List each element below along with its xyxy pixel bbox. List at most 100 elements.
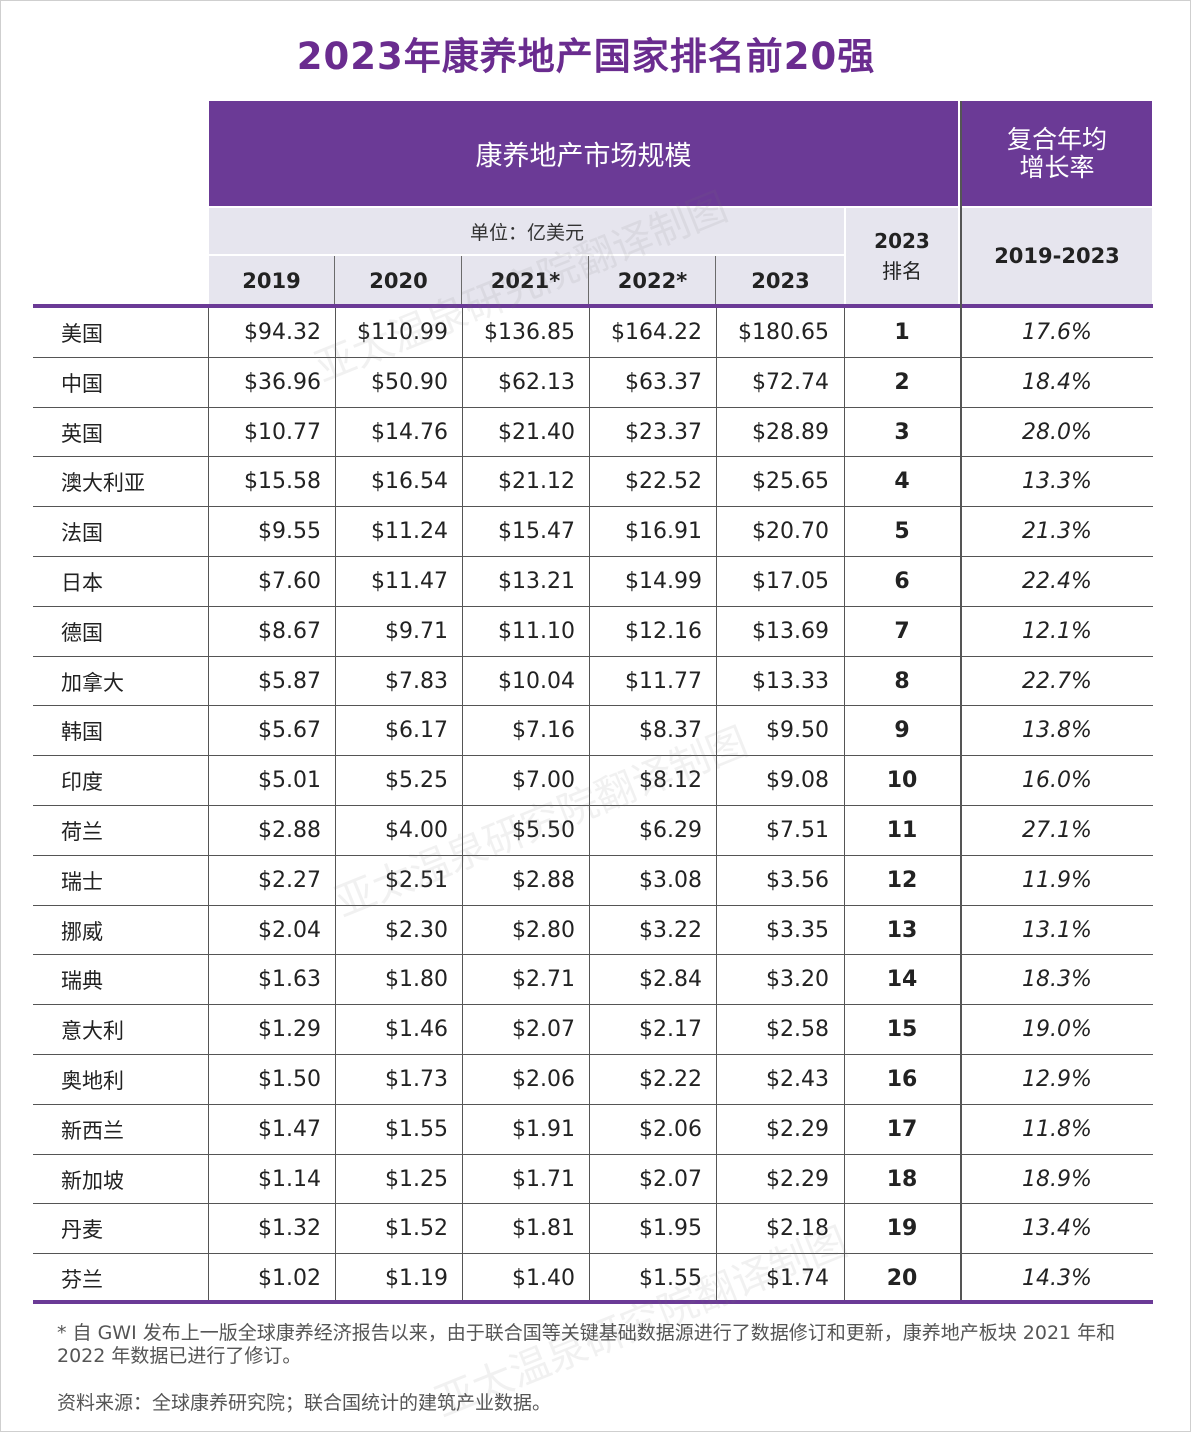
value-cell: $2.58 (766, 1017, 829, 1042)
country-name: 英国 (61, 421, 103, 446)
subheader-bg (209, 208, 958, 304)
value-cell: $3.35 (766, 918, 829, 943)
column-divider (462, 308, 463, 1300)
header-cagr: 复合年均增长率 (962, 101, 1152, 206)
value-cell: $2.29 (766, 1117, 829, 1142)
page-title: 2023年康养地产国家排名前20强 (296, 35, 876, 78)
table-row: 日本 $7.60 $11.47 $13.21 $14.99 $17.05 6 22.4% (33, 557, 1153, 606)
value-cell: $10.77 (244, 420, 321, 445)
year-header: 2019 (242, 269, 301, 293)
value-cell: $10.04 (498, 669, 575, 694)
row-divider (33, 1004, 1153, 1005)
value-cell: $72.74 (752, 370, 829, 395)
value-cell: $1.29 (258, 1017, 321, 1042)
rank-cell: 7 (894, 619, 910, 644)
subheader-divider (209, 254, 845, 256)
column-divider (844, 308, 845, 1300)
year-header: 2023 (751, 269, 810, 293)
value-cell: $11.24 (371, 519, 448, 544)
value-cell: $5.25 (385, 768, 448, 793)
cagr-cell: 12.1% (1022, 619, 1092, 644)
table-row: 澳大利亚 $15.58 $16.54 $21.12 $22.52 $25.65 4 13.3% (33, 457, 1153, 506)
value-cell: $1.95 (639, 1216, 702, 1241)
value-cell: $1.55 (639, 1266, 702, 1291)
value-cell: $2.06 (639, 1117, 702, 1142)
cagr-cell: 27.1% (1022, 818, 1092, 843)
value-cell: $22.52 (625, 469, 702, 494)
value-cell: $21.12 (498, 469, 575, 494)
cagr-cell: 11.9% (1022, 868, 1092, 893)
cagr-cell: 13.3% (1022, 469, 1092, 494)
value-cell: $16.54 (371, 469, 448, 494)
value-cell: $2.84 (639, 967, 702, 992)
value-cell: $9.71 (385, 619, 448, 644)
value-cell: $1.55 (385, 1117, 448, 1142)
value-cell: $1.80 (385, 967, 448, 992)
value-cell: $1.74 (766, 1266, 829, 1291)
value-cell: $2.22 (639, 1067, 702, 1092)
value-cell: $1.63 (258, 967, 321, 992)
value-cell: $13.69 (752, 619, 829, 644)
value-cell: $94.32 (244, 320, 321, 345)
cagr-cell: 13.4% (1022, 1216, 1092, 1241)
table-row: 新西兰 $1.47 $1.55 $1.91 $2.06 $2.29 17 11.8% (33, 1105, 1153, 1154)
country-name: 奥地利 (61, 1068, 124, 1093)
column-divider (208, 308, 209, 1300)
value-cell: $2.07 (639, 1167, 702, 1192)
value-cell: $1.02 (258, 1266, 321, 1291)
value-cell: $1.25 (385, 1167, 448, 1192)
rank-cell: 1 (894, 320, 910, 345)
value-cell: $2.80 (512, 918, 575, 943)
value-cell: $1.52 (385, 1216, 448, 1241)
value-cell: $2.88 (258, 818, 321, 843)
cagr-cell: 11.8% (1022, 1117, 1092, 1142)
table-row: 新加坡 $1.14 $1.25 $1.71 $2.07 $2.29 18 18.9% (33, 1155, 1153, 1204)
value-cell: $1.81 (512, 1216, 575, 1241)
country-name: 意大利 (61, 1018, 124, 1043)
country-name: 挪威 (61, 919, 103, 944)
row-divider (33, 556, 1153, 557)
value-cell: $3.56 (766, 868, 829, 893)
row-divider (33, 1154, 1153, 1155)
value-cell: $8.67 (258, 619, 321, 644)
value-cell: $164.22 (611, 320, 702, 345)
cagr-cell: 13.8% (1022, 718, 1092, 743)
row-divider (33, 506, 1153, 507)
row-divider (33, 755, 1153, 756)
value-cell: $180.65 (738, 320, 829, 345)
value-cell: $110.99 (357, 320, 448, 345)
value-cell: $2.18 (766, 1216, 829, 1241)
rank-cell: 2 (894, 370, 910, 395)
value-cell: $13.33 (752, 669, 829, 694)
row-divider (33, 705, 1153, 706)
country-name: 瑞士 (61, 869, 103, 894)
rank-cell: 8 (894, 669, 910, 694)
value-cell: $2.88 (512, 868, 575, 893)
country-name: 韩国 (61, 719, 103, 744)
row-divider (33, 606, 1153, 607)
cagr-cell: 28.0% (1022, 420, 1092, 445)
value-cell: $1.71 (512, 1167, 575, 1192)
table-row: 加拿大 $5.87 $7.83 $10.04 $11.77 $13.33 8 22.7% (33, 657, 1153, 706)
table-row: 瑞典 $1.63 $1.80 $2.71 $2.84 $3.20 14 18.3% (33, 955, 1153, 1004)
row-divider (33, 954, 1153, 955)
table-row: 中国 $36.96 $50.90 $62.13 $63.37 $72.74 2 18.4% (33, 358, 1153, 407)
country-name: 荷兰 (61, 819, 103, 844)
row-divider (33, 855, 1153, 856)
rank-cell: 17 (886, 1117, 918, 1142)
table-row: 德国 $8.67 $9.71 $11.10 $12.16 $13.69 7 12.1% (33, 607, 1153, 656)
row-divider (33, 805, 1153, 806)
header-rule (33, 304, 1153, 308)
row-divider (33, 905, 1153, 906)
value-cell: $15.58 (244, 469, 321, 494)
value-cell: $11.77 (625, 669, 702, 694)
value-cell: $23.37 (625, 420, 702, 445)
value-cell: $20.70 (752, 519, 829, 544)
cagr-cell: 16.0% (1022, 768, 1092, 793)
value-cell: $5.50 (512, 818, 575, 843)
year-divider (334, 256, 335, 304)
value-cell: $9.55 (258, 519, 321, 544)
value-cell: $36.96 (244, 370, 321, 395)
value-cell: $2.43 (766, 1067, 829, 1092)
value-cell: $1.73 (385, 1067, 448, 1092)
